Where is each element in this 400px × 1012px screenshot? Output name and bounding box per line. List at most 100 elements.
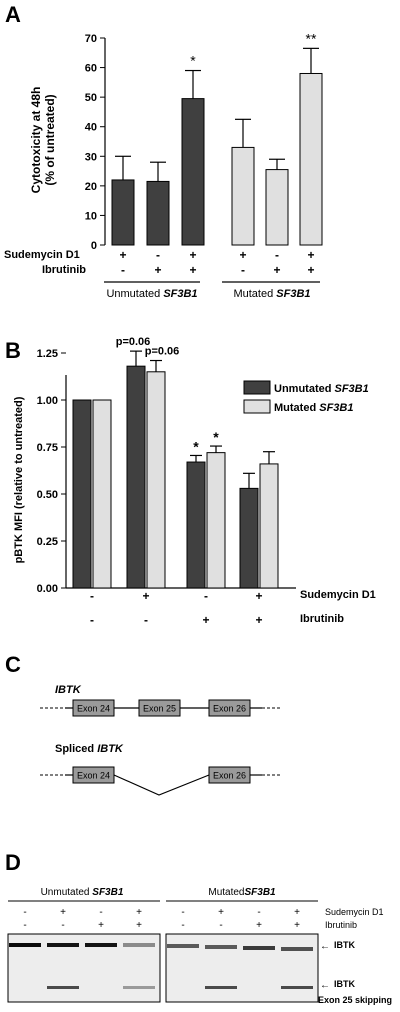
- gel-sign-sudemycin: +: [294, 907, 300, 918]
- panel-a-ylabel-2: (% of untreated): [43, 94, 57, 185]
- gel-sign-sudemycin: -: [23, 907, 26, 918]
- splice-junction: [113, 774, 210, 796]
- gel-band-ibtk: [281, 947, 313, 951]
- panel-a-ytick-label: 10: [85, 210, 97, 222]
- panel-a-sign-ibrutinib: -: [241, 263, 245, 277]
- panel-a-sign-ibrutinib: +: [154, 263, 161, 277]
- gel-sign-ibrutinib: -: [61, 920, 64, 931]
- gel-row-ibrutinib: Ibrutinib: [325, 920, 357, 930]
- diagram-gene-label: IBTK: [55, 684, 82, 696]
- panel-b-sign-sudemycin: +: [255, 589, 262, 603]
- spliced-exon-26-label: Exon 26: [213, 771, 246, 781]
- panel-b-annotation: *: [213, 429, 219, 445]
- panel-a-group-label-2: Mutated SF3B1: [233, 288, 310, 300]
- panel-a-chart: Cytotoxicity at 48h (% of untreated) 0 10…: [4, 30, 323, 300]
- exon-26-label: Exon 26: [213, 704, 246, 714]
- gel-row-sudemycin: Sudemycin D1: [325, 907, 384, 917]
- panel-a-ytick-label: 30: [85, 151, 97, 163]
- panel-a-bar: [299, 72, 323, 246]
- panel-a-ytick-label: 20: [85, 181, 97, 193]
- gel-treatment-signs: - - + - - + + + - - + - - + + +: [23, 907, 300, 931]
- panel-a-ytick-label: 0: [91, 240, 97, 252]
- gel-sign-sudemycin: +: [218, 907, 224, 918]
- gel-sign-ibrutinib: +: [98, 920, 104, 931]
- exon-24-box: [72, 699, 115, 717]
- gel-sign-sudemycin: -: [99, 907, 102, 918]
- gel-band-exon25-skip: [281, 986, 313, 989]
- panel-b-bar: [72, 399, 92, 589]
- panel-a-sign-ibrutinib: -: [121, 263, 125, 277]
- gel-sign-ibrutinib: +: [256, 920, 262, 931]
- panel-a-bar: [146, 180, 170, 246]
- panel-a-sign-sudemycin: +: [189, 248, 196, 262]
- gel-sign-sudemycin: -: [181, 907, 184, 918]
- panel-a-ytick-label: 60: [85, 63, 97, 75]
- band-bottom-label: IBTK: [334, 979, 355, 989]
- panel-a-ylabel: Cytotoxicity at 48h: [29, 87, 43, 194]
- panel-b-ytick-label: 0.25: [37, 536, 58, 548]
- panel-b-y-ticks: 0.00 0.25 0.50 0.75 1.00 1.25: [37, 348, 66, 595]
- exon-25-box: [138, 699, 181, 717]
- panel-a-bar: [111, 179, 135, 246]
- panel-letter-c: C: [5, 652, 21, 677]
- panel-b-annotation: p=0.06: [145, 346, 180, 358]
- exon-24-label: Exon 24: [77, 704, 110, 714]
- gel-band-exon25-skip: [205, 986, 237, 989]
- panel-d-gel: Unmutated SF3B1 MutatedSF3B1 - - + - - + + + - - +…: [7, 887, 392, 1005]
- gel-left-title: Unmutated SF3B1: [41, 887, 124, 898]
- panel-a-row-sudemycin: Sudemycin D1: [4, 249, 80, 261]
- panel-b-sign-sudemycin: +: [142, 589, 149, 603]
- gel-band-ibtk: [47, 943, 79, 947]
- panel-b-ytick-label: 1.25: [37, 348, 58, 360]
- panel-b-row-ibrutinib: Ibrutinib: [300, 613, 344, 625]
- panel-b-sign-ibrutinib: -: [90, 613, 94, 627]
- gel-band-ibtk: [205, 945, 237, 949]
- panel-b-bar: [126, 365, 146, 589]
- panel-a-sign-sudemycin: +: [119, 248, 126, 262]
- panel-a-ytick-label: 70: [85, 33, 97, 45]
- panel-b-bar: [186, 461, 206, 589]
- panel-a-significance: *: [190, 53, 196, 69]
- gel-sign-ibrutinib: +: [294, 920, 300, 931]
- legend-swatch-mutated: [243, 399, 271, 414]
- gel-sign-ibrutinib: -: [219, 920, 222, 931]
- panel-a-group-label-1: Unmutated SF3B1: [106, 288, 197, 300]
- panel-b-bar: [92, 399, 112, 589]
- gel-band-exon25-skip: [123, 986, 155, 989]
- band-bottom-sublabel: Exon 25 skipping: [318, 995, 392, 1005]
- gel-band-exon25-skip: [47, 986, 79, 989]
- panel-b-ytick-label: 0.00: [37, 583, 58, 595]
- panel-b-annotation: p=0.06: [116, 336, 151, 348]
- gel-band-ibtk: [123, 943, 155, 947]
- panel-b-ytick-label: 0.75: [37, 442, 58, 454]
- exon-26-box: [208, 699, 251, 717]
- panel-a-sign-sudemycin: +: [239, 248, 246, 262]
- gel-sign-ibrutinib: -: [23, 920, 26, 931]
- gel-band-ibtk: [85, 943, 117, 947]
- panel-a-row-ibrutinib: Ibrutinib: [42, 264, 86, 276]
- gel-right-title: MutatedSF3B1: [208, 887, 276, 898]
- gel-sign-ibrutinib: -: [181, 920, 184, 931]
- panel-c-diagram: IBTK Exon 24 Exon 25 Exon 26 Spliced IBT…: [40, 684, 282, 796]
- panel-a-treatment-signs: +--++++--+++: [119, 248, 314, 277]
- panel-b-sign-ibrutinib: +: [202, 613, 209, 627]
- panel-a-bar: [231, 146, 255, 246]
- panel-b-ytick-label: 0.50: [37, 489, 58, 501]
- panel-b-bar: [206, 452, 226, 589]
- exon-25-label: Exon 25: [143, 704, 176, 714]
- panel-b-chart: pBTK MFI (relative to untreated) 0.00 0.2…: [13, 336, 376, 627]
- panel-a-sign-ibrutinib: +: [273, 263, 280, 277]
- panel-b-bar: [146, 371, 166, 589]
- gel-sign-sudemycin: -: [257, 907, 260, 918]
- panel-b-ylabel: pBTK MFI (relative to untreated): [13, 396, 25, 563]
- gel-band-ibtk: [167, 944, 199, 948]
- band-top-label: IBTK: [334, 940, 355, 950]
- gel-sign-ibrutinib: +: [136, 920, 142, 931]
- panel-a-sign-ibrutinib: +: [307, 263, 314, 277]
- panel-letter-a: A: [5, 2, 21, 27]
- panel-a-ytick-label: 50: [85, 92, 97, 104]
- panel-b-legend: Unmutated SF3B1 Mutated SF3B1: [243, 380, 369, 414]
- panel-a-sign-ibrutinib: +: [189, 263, 196, 277]
- panel-a-significance: **: [306, 30, 317, 46]
- gel-band-ibtk: [243, 946, 275, 950]
